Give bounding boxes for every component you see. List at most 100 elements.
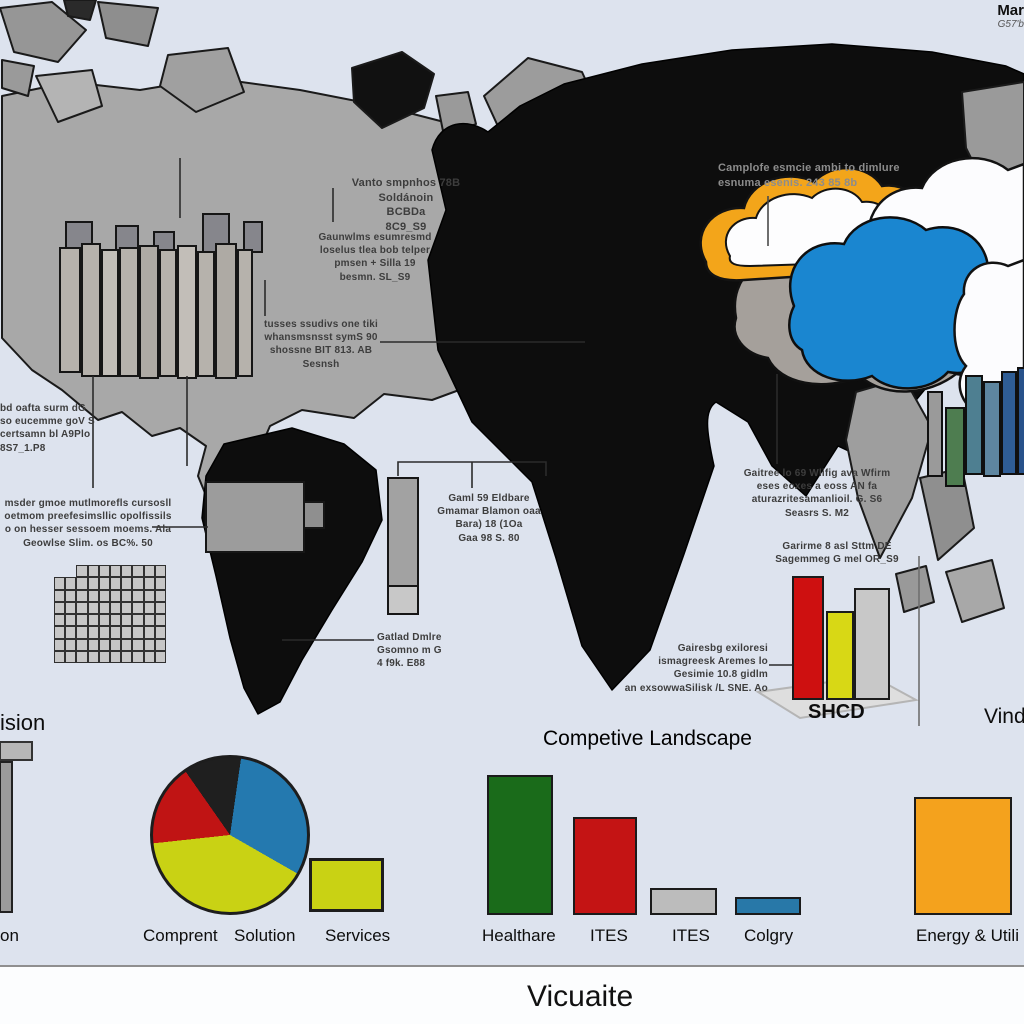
waffle-cell <box>132 614 144 627</box>
map-annotation-5: Gaml 59 Eldbare Gmamar Blamon oaa Bara) … <box>437 493 541 544</box>
map-annotation-1: Gaunwlms esumresmd loselus tlea bob telp… <box>318 232 432 283</box>
waffle-cell <box>109 565 122 578</box>
waffle-cell <box>143 638 155 651</box>
waffle-cell <box>121 638 133 651</box>
waffle-cell <box>65 601 77 614</box>
map-annotation-0: Vanto smpnhos 78B Soldánoin BCBDa 8C9_S9 <box>351 177 461 233</box>
waffle-cell <box>65 638 77 651</box>
waffle-cell <box>154 650 166 663</box>
left-edge-bar <box>0 741 33 913</box>
waffle-cell <box>76 614 88 627</box>
map-annotation-4: msder gmoe mutlmorefls cursosll oetmom p… <box>4 498 172 549</box>
map-annotation-7: Gaitree lo 69 Wlifig ava Wfirm eses eoxe… <box>743 468 891 519</box>
waffle-cell <box>87 589 99 602</box>
shcd-bar-chart <box>792 574 904 700</box>
cloud-cluster <box>699 156 1024 422</box>
waffle-cell <box>76 589 88 602</box>
waffle-cell <box>109 589 122 602</box>
waffle-cell <box>98 650 110 663</box>
waffle-cell <box>76 650 88 663</box>
waffle-cell <box>76 601 88 614</box>
waffle-cell <box>54 577 66 590</box>
waffle-cell <box>154 565 166 578</box>
sea-fragment <box>945 559 1005 623</box>
corner-text: Mar G57'b <box>997 2 1024 30</box>
arctic-fragment <box>159 47 245 113</box>
arctic-fragment <box>97 1 159 47</box>
waffle-cell <box>121 565 133 578</box>
waffle-cell <box>132 626 144 639</box>
waffle-cell <box>87 626 99 639</box>
waffle-cell <box>109 614 122 627</box>
bar-Healthare <box>487 775 553 915</box>
category-label-0: on <box>0 926 19 945</box>
waffle-cell <box>76 626 88 639</box>
waffle-cell <box>87 565 99 578</box>
waffle-cell <box>132 589 144 602</box>
bar-ITES <box>573 817 637 915</box>
waffle-cell <box>87 614 99 627</box>
waffle-cell <box>76 565 88 578</box>
map-annotation-6: Camplofe esmcie ambi to dimlure esnuma e… <box>718 162 900 189</box>
waffle-cell <box>98 565 110 578</box>
category-label-4: Healthare <box>482 926 556 945</box>
south-america <box>201 427 383 715</box>
waffle-cell <box>121 601 133 614</box>
map-annotation-10: Gatlad Dmlre Gsomno m G 4 f9k. E88 <box>377 632 442 670</box>
waffle-cell <box>98 577 110 590</box>
waffle-cell <box>65 614 77 627</box>
arctic-fragment <box>35 69 103 123</box>
divider-line <box>0 965 1024 967</box>
shcd-label: SHCD <box>808 701 865 723</box>
waffle-cell <box>121 614 133 627</box>
pie-chart <box>150 755 310 915</box>
waffle-cell <box>154 577 166 590</box>
leader-lines <box>92 158 920 726</box>
corner-label: Mar <box>997 2 1024 19</box>
waffle-cell <box>54 601 66 614</box>
energy-utilities-chart <box>914 771 1024 915</box>
waffle-cell <box>54 614 66 627</box>
footer: Vicuaite <box>0 967 1024 1024</box>
map-annotation-8: Garirme 8 asl Sttm DE Sagemmeg G mel OR_… <box>775 541 899 566</box>
map-annotation-2: tusses ssudivs one tiki whansmsnsst symS… <box>263 319 379 370</box>
waffle-cell <box>143 589 155 602</box>
waffle-cell <box>109 638 122 651</box>
waffle-cell <box>143 626 155 639</box>
waffle-cell <box>109 650 122 663</box>
waffle-cell <box>132 565 144 578</box>
bar-Energy & Utili <box>914 797 1012 915</box>
waffle-cell <box>109 626 122 639</box>
right-edge-label: Vind <box>984 705 1024 728</box>
waffle-cell <box>132 577 144 590</box>
category-label-7: Colgry <box>744 926 794 945</box>
waffle-cell <box>154 614 166 627</box>
waffle-cell <box>98 626 110 639</box>
waffle-cell <box>143 565 155 578</box>
waffle-cell <box>109 577 122 590</box>
sea-fragment <box>895 565 935 613</box>
waffle-cell <box>65 577 77 590</box>
right-edge-bars <box>927 367 1024 487</box>
category-label-2: Solution <box>234 926 296 945</box>
arctic-fragment <box>63 0 97 21</box>
waffle-cell <box>54 626 66 639</box>
waffle-cell <box>76 577 88 590</box>
waffle-cell <box>143 577 155 590</box>
waffle-cell <box>132 650 144 663</box>
arctic-fragment <box>0 1 87 63</box>
waffle-cell <box>76 638 88 651</box>
bar-Colgry <box>735 897 801 915</box>
bar-yellow <box>826 611 854 700</box>
waffle-cell <box>87 577 99 590</box>
corner-script: G57'b <box>997 19 1024 30</box>
waffle-cell <box>54 589 66 602</box>
waffle-cell <box>65 589 77 602</box>
footer-title: Vicuaite <box>527 980 634 1013</box>
arctic-fragment <box>1 59 35 97</box>
waffle-cell <box>87 650 99 663</box>
waffle-cell <box>132 601 144 614</box>
bar-red <box>792 576 824 700</box>
